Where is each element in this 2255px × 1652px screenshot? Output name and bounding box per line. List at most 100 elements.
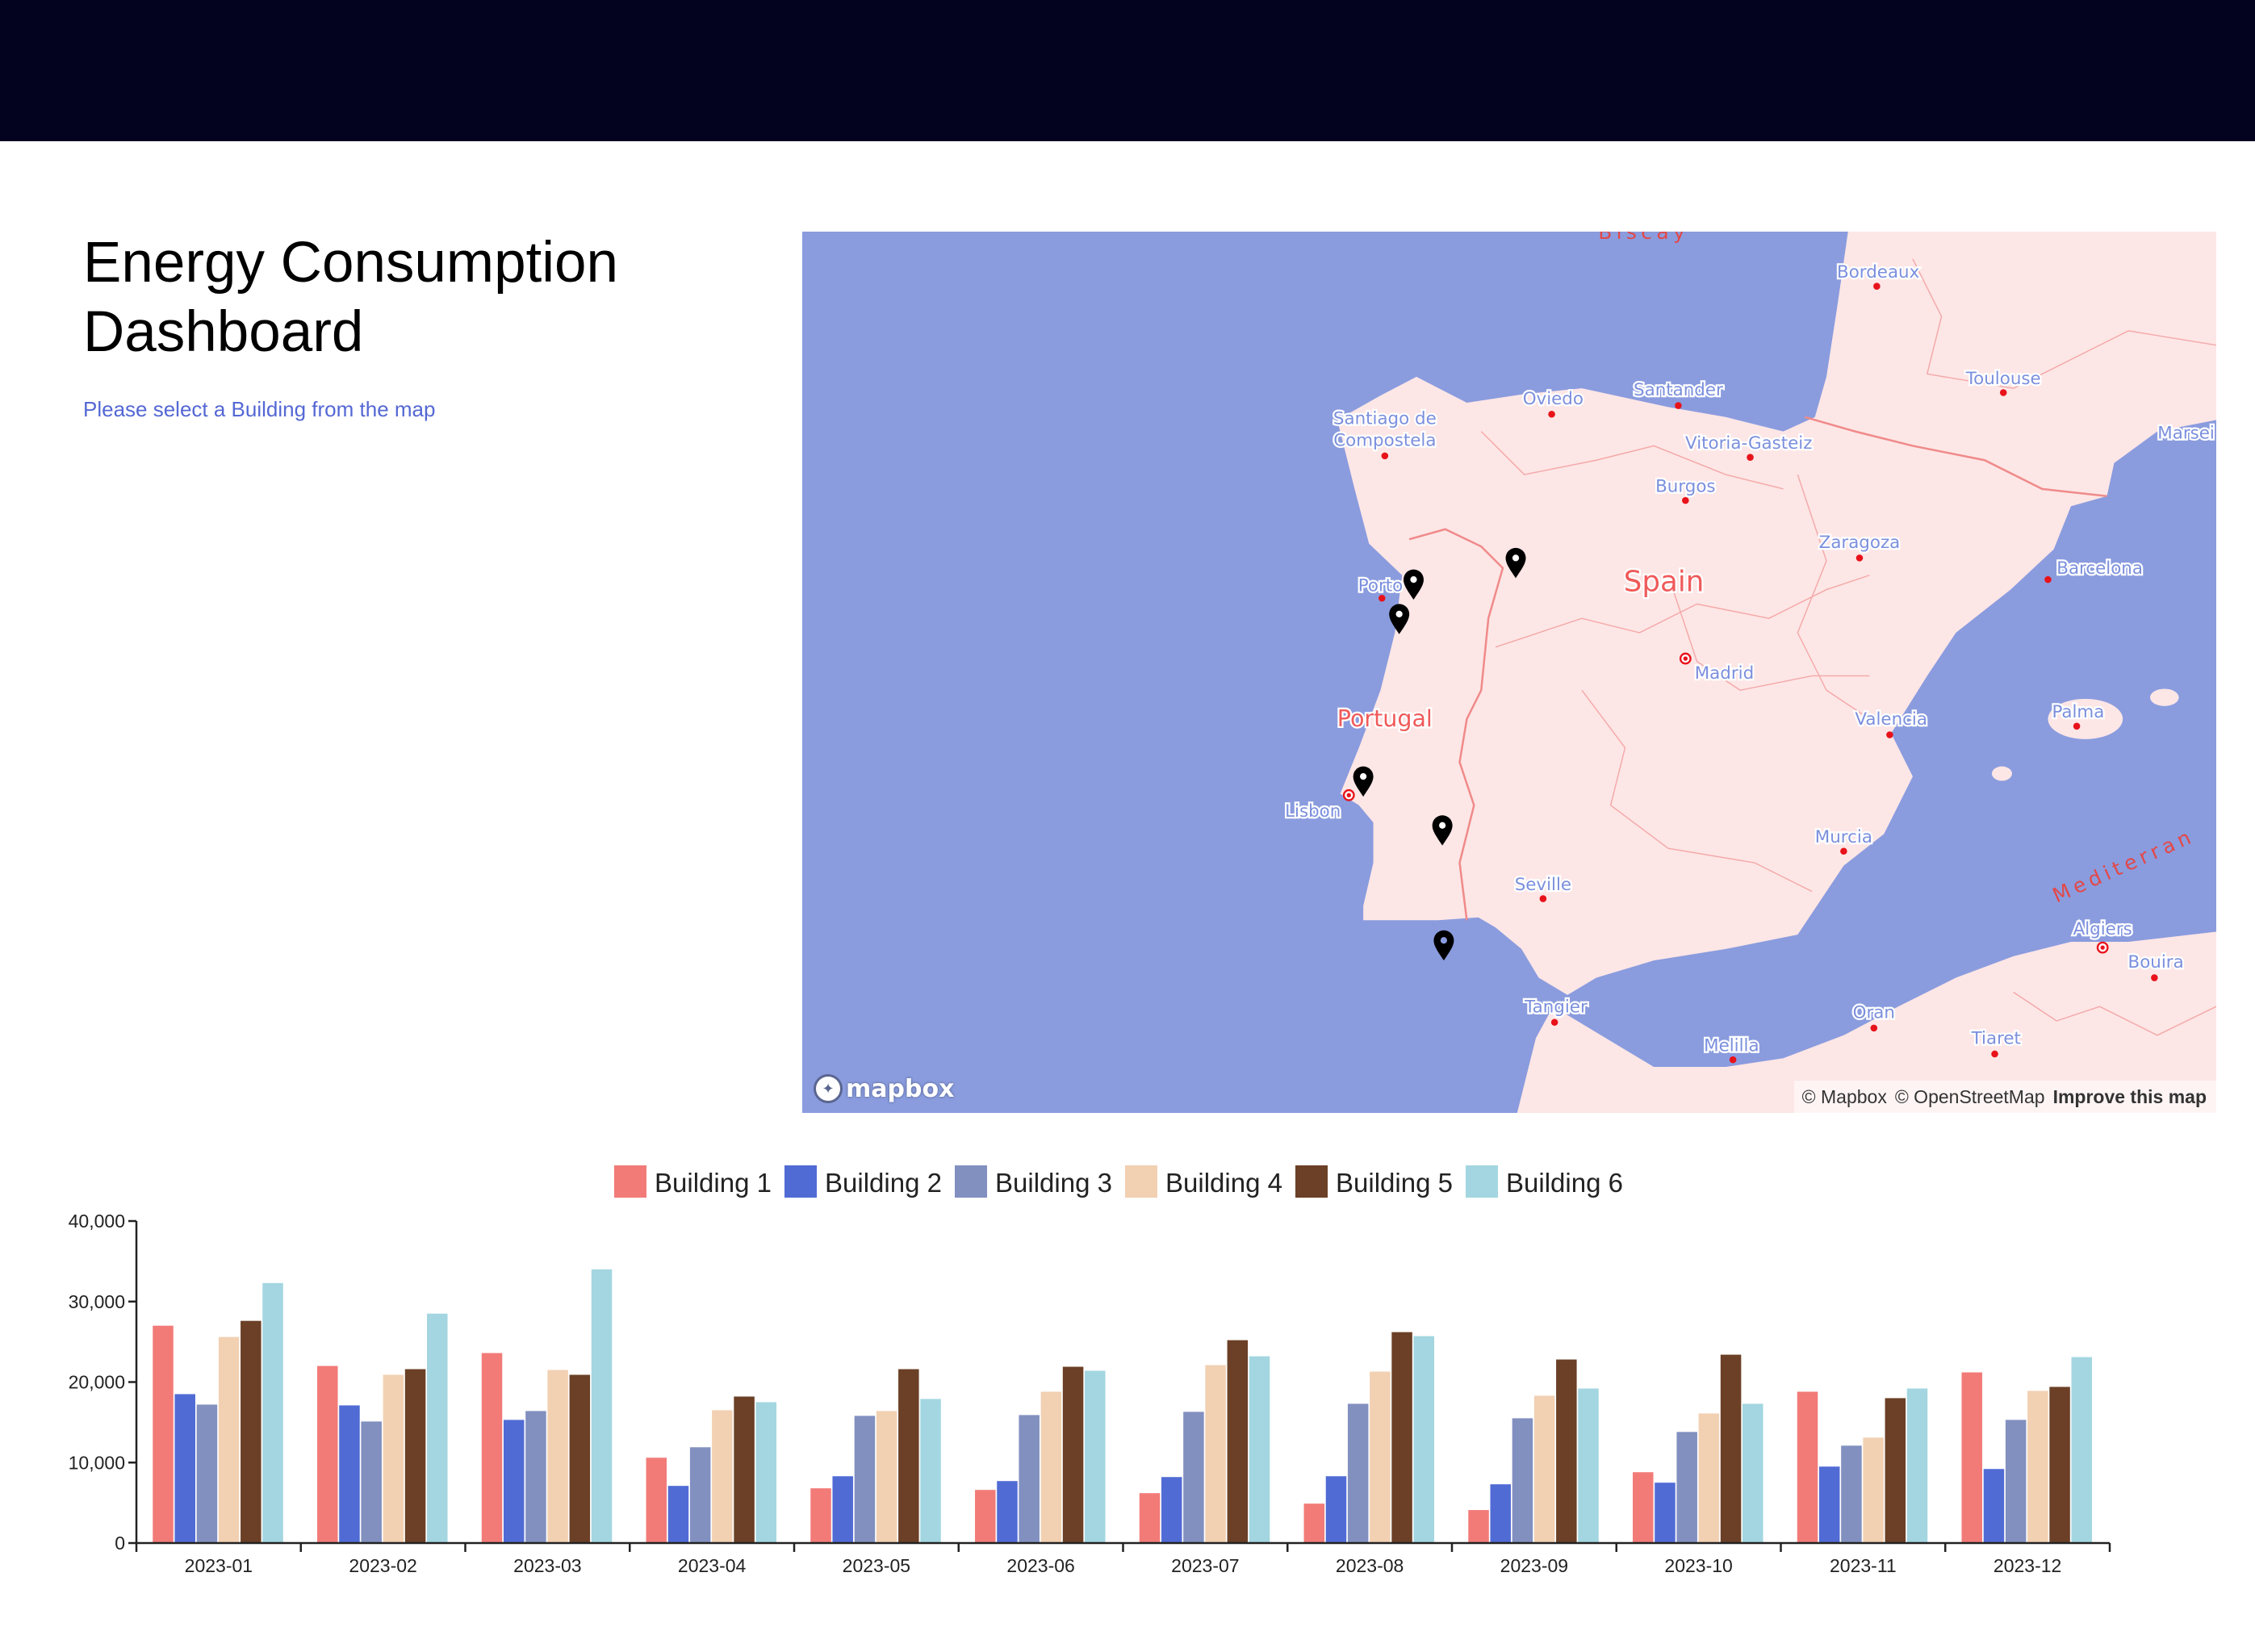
bar-building-2 [1490,1484,1511,1543]
land-menorca [2150,688,2179,706]
x-tick-label: 2023-01 [185,1555,253,1576]
building-marker[interactable] [1432,815,1453,846]
city-label: Seville [1515,875,1571,895]
map[interactable]: Bordeaux Toulouse Marsei Oviedo Santande… [802,232,2216,1113]
attribution-mapbox-link[interactable]: © Mapbox [1801,1085,1887,1107]
bar-building-1 [1303,1504,1325,1543]
bar-building-4 [383,1374,404,1543]
land-ibiza [1991,766,2012,781]
bar-building-1 [1961,1372,1983,1543]
x-tick-label: 2023-10 [1664,1555,1732,1576]
city-label: Toulouse [1965,369,2041,389]
bar-building-4 [876,1411,897,1543]
bar-building-3 [1183,1412,1204,1543]
bar-building-1 [646,1458,667,1543]
legend-label: Building 5 [1336,1168,1453,1198]
legend-swatch [1125,1165,1157,1198]
bar-building-6 [1085,1370,1106,1543]
land-africa [1517,931,2216,1113]
bar-building-3 [1841,1445,1862,1543]
mapbox-compass-icon: ✦ [814,1074,843,1103]
bar-building-4 [1863,1437,1884,1543]
bar-building-3 [361,1421,382,1543]
bar-building-2 [503,1420,525,1543]
improve-map-link[interactable]: Improve this map [2052,1085,2207,1107]
bar-building-1 [1797,1391,1818,1543]
bar-building-4 [712,1410,733,1543]
bar-building-5 [2049,1386,2070,1543]
legend-swatch [1295,1165,1328,1198]
building-marker[interactable] [1389,604,1410,634]
building-marker[interactable] [1433,930,1454,961]
bar-building-2 [339,1405,360,1543]
legend-label: Building 2 [825,1168,942,1198]
bar-building-3 [1019,1415,1040,1543]
attribution-osm-link[interactable]: © OpenStreetMap [1894,1085,2045,1107]
city-label: Tangier [1524,997,1588,1017]
bar-building-3 [525,1411,546,1543]
bar-building-5 [241,1320,261,1543]
bar-building-6 [920,1399,941,1543]
city-label: Melilla [1704,1035,1759,1056]
bar-building-5 [1391,1332,1412,1543]
legend-label: Building 4 [1165,1168,1282,1198]
city-labels: Bordeaux Toulouse Marsei Oviedo Santande… [1283,261,2216,1058]
building-markers[interactable] [1353,547,1526,961]
map-canvas[interactable]: Bordeaux Toulouse Marsei Oviedo Santande… [802,232,2216,1113]
bar-building-1 [317,1366,338,1543]
city-label: Zaragoza [1819,533,1901,553]
y-tick-label: 0 [115,1533,125,1554]
bar-building-2 [174,1394,195,1543]
city-label: Santander [1634,380,1723,400]
sea-label-biscay: Biscay [1598,232,1689,244]
bar-building-4 [218,1336,240,1543]
legend-swatch [614,1165,646,1198]
bar-building-4 [1205,1365,1226,1543]
bar-building-6 [262,1282,283,1543]
chart-bars [153,1269,2093,1543]
bar-building-3 [1512,1418,1533,1543]
region-borders [1480,258,2216,1036]
x-tick-label: 2023-12 [1994,1555,2061,1576]
x-tick-label: 2023-09 [1500,1555,1568,1576]
city-label: Barcelona [2056,558,2143,579]
country-label-portugal: Portugal [1337,705,1433,732]
bar-building-5 [1556,1359,1577,1543]
map-attribution: © Mapbox © OpenStreetMap Improve this ma… [1793,1081,2216,1113]
mapbox-logo[interactable]: ✦ mapbox [814,1074,954,1103]
city-label: Madrid [1695,663,1754,684]
x-tick-label: 2023-05 [843,1555,910,1576]
bar-building-1 [481,1353,503,1543]
x-tick-label: 2023-04 [678,1555,747,1576]
bar-building-6 [1578,1388,1599,1543]
bar-building-3 [196,1404,218,1543]
bar-building-2 [832,1476,853,1543]
bar-building-5 [898,1369,919,1543]
bar-building-5 [404,1369,426,1543]
city-dots [1378,282,2158,1064]
city-label: Bouira [2128,952,2184,972]
bar-building-3 [2005,1420,2027,1543]
bar-building-4 [1698,1413,1720,1543]
city-label: Oviedo [1523,389,1584,409]
y-axis: 0 10,000 20,000 30,000 40,000 [69,1211,138,1554]
building-marker[interactable] [1505,547,1526,579]
bar-building-4 [1370,1371,1391,1543]
city-label: Bordeaux [1837,262,1919,282]
bar-building-5 [734,1396,755,1543]
bar-building-2 [1983,1469,2005,1543]
city-label: Burgos [1655,476,1715,496]
bar-building-3 [689,1447,711,1543]
legend-label: Building 1 [655,1168,772,1198]
page-title: Energy Consumption Dashboard [83,231,619,364]
building-marker[interactable] [1404,569,1424,600]
y-tick-label: 20,000 [69,1372,125,1393]
x-axis: 2023-01 2023-02 2023-03 2023-04 2023-05 2023-… [135,1541,2111,1576]
bar-building-2 [997,1481,1018,1543]
city-label: Tiaret [1971,1028,2021,1048]
legend-swatch [955,1165,987,1198]
building-marker[interactable] [1353,766,1374,797]
bar-building-1 [153,1325,174,1543]
country-label-spain: Spain [1624,565,1705,598]
bar-building-5 [1885,1398,1906,1543]
